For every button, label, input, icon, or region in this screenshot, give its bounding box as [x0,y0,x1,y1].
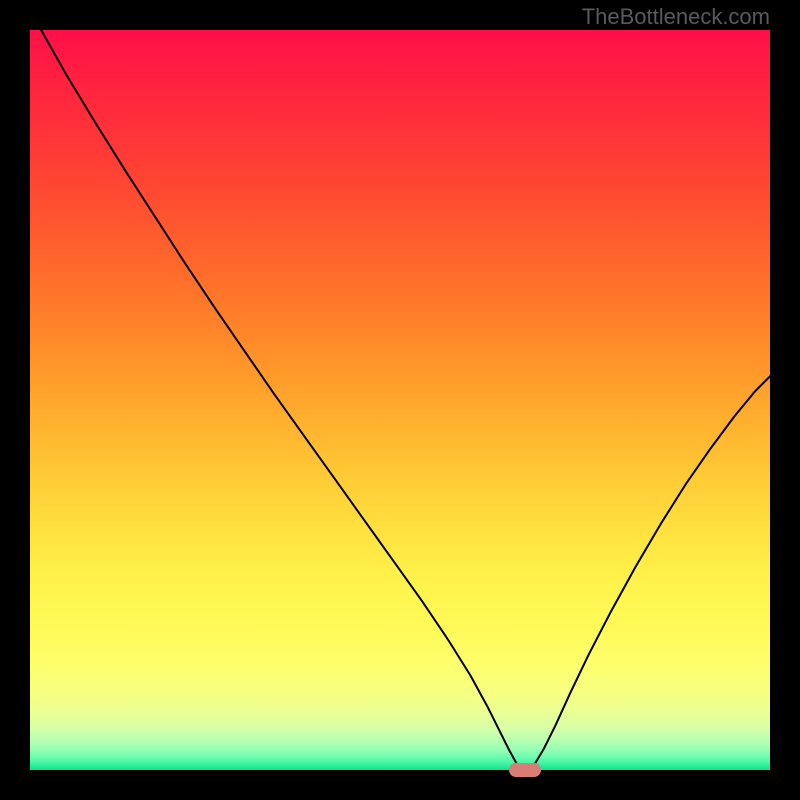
optimum-marker [509,763,541,777]
chart-container: TheBottleneck.com [0,0,800,800]
gradient-background [30,30,770,770]
plot-svg [30,30,770,770]
watermark-text: TheBottleneck.com [582,4,770,30]
plot-area [30,30,770,770]
